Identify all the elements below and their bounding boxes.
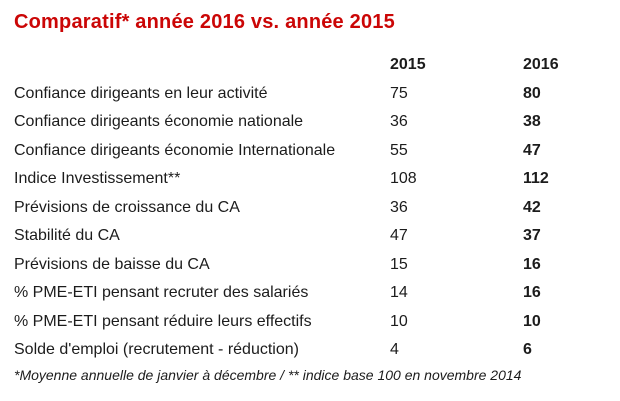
table-row: Confiance dirigeants en leur activité 75… (14, 80, 606, 109)
table-row: % PME-ETI pensant réduire leurs effectif… (14, 308, 606, 337)
table-row: Prévisions de croissance du CA 36 42 (14, 194, 606, 223)
table-header-row: 2015 2016 (14, 51, 606, 80)
value-2016: 10 (523, 312, 541, 330)
value-2016: 112 (523, 170, 549, 188)
comparison-table: 2015 2016 Confiance dirigeants en leur a… (14, 51, 606, 365)
table-row: Confiance dirigeants économie nationale … (14, 108, 606, 137)
value-2015: 14 (390, 284, 408, 302)
value-2015: 47 (390, 227, 408, 245)
value-2016: 47 (523, 141, 541, 159)
row-label: Indice Investissement** (14, 170, 181, 188)
table-row: Solde d'emploi (recrutement - réduction)… (14, 336, 606, 365)
table-row: Indice Investissement** 108 112 (14, 165, 606, 194)
value-2015: 108 (390, 170, 417, 188)
value-2016: 80 (523, 84, 541, 102)
column-header-2016: 2016 (523, 56, 559, 74)
row-label: Solde d'emploi (recrutement - réduction) (14, 341, 299, 359)
value-2016: 42 (523, 198, 541, 216)
row-label: Confiance dirigeants en leur activité (14, 84, 268, 102)
value-2016: 38 (523, 113, 541, 131)
table-row: Confiance dirigeants économie Internatio… (14, 137, 606, 166)
row-label: Confiance dirigeants économie nationale (14, 113, 304, 131)
table-row: % PME-ETI pensant recruter des salariés … (14, 279, 606, 308)
row-label: Prévisions de baisse du CA (14, 255, 210, 273)
value-2015: 55 (390, 141, 408, 159)
value-2016: 6 (523, 341, 532, 359)
row-label: Prévisions de croissance du CA (14, 198, 240, 216)
table-row: Prévisions de baisse du CA 15 16 (14, 251, 606, 280)
value-2016: 16 (523, 284, 541, 302)
value-2015: 10 (390, 312, 408, 330)
footnote: *Moyenne annuelle de janvier à décembre … (14, 366, 522, 383)
value-2015: 15 (390, 255, 408, 273)
value-2016: 16 (523, 255, 541, 273)
row-label: Stabilité du CA (14, 227, 120, 245)
row-label: Confiance dirigeants économie Internatio… (14, 141, 336, 159)
table-row: Stabilité du CA 47 37 (14, 222, 606, 251)
row-label: % PME-ETI pensant réduire leurs effectif… (14, 312, 312, 330)
page-title: Comparatif* année 2016 vs. année 2015 (14, 11, 395, 33)
value-2015: 75 (390, 84, 408, 102)
value-2015: 4 (390, 341, 399, 359)
value-2016: 37 (523, 227, 541, 245)
row-label: % PME-ETI pensant recruter des salariés (14, 284, 309, 302)
value-2015: 36 (390, 113, 408, 131)
column-header-2015: 2015 (390, 56, 426, 74)
value-2015: 36 (390, 198, 408, 216)
